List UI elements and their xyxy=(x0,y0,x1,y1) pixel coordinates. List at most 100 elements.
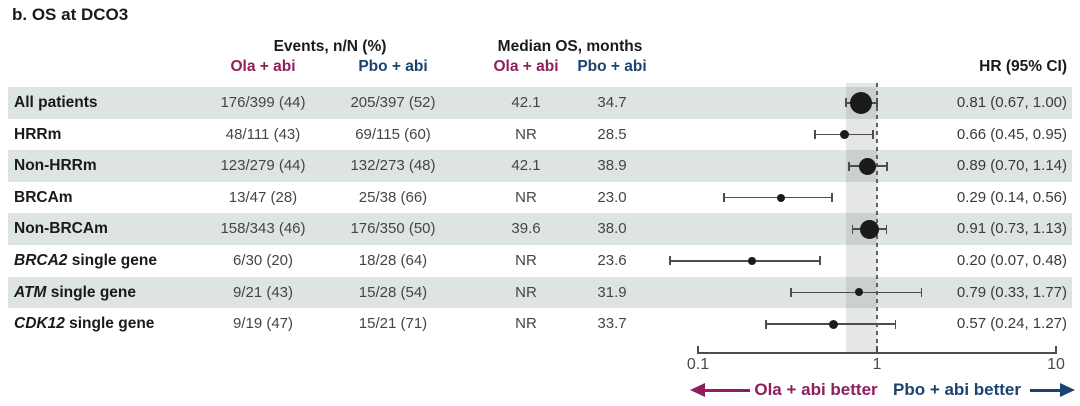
events-pbo-value: 176/350 (50) xyxy=(350,220,436,238)
table-row: BRCA2 single gene 6/30 (20) 18/28 (64) NR 23… xyxy=(8,245,1072,277)
ci-cap-low xyxy=(723,193,725,203)
gene-symbol: ATM xyxy=(14,283,47,301)
axis-tick-mark xyxy=(697,345,699,354)
table-row: BRCAm 13/47 (28) 25/38 (66) NR 23.0 0.29 (0.1… xyxy=(8,182,1072,214)
right-arrow-icon xyxy=(1060,383,1075,397)
axis-tick-mark xyxy=(1055,345,1057,354)
hr-ci-value: 0.57 (0.24, 1.27) xyxy=(956,315,1067,333)
median-ola-value: 42.1 xyxy=(511,94,541,111)
median-ola-value: 42.1 xyxy=(511,157,541,175)
table-row: Non-BRCAm 158/343 (46) 176/350 (50) 39.6 38.… xyxy=(8,213,1072,245)
row-label: HRRm xyxy=(14,125,62,143)
hr-point-marker xyxy=(860,219,880,239)
ci-cap-low xyxy=(845,98,847,108)
events-ola-value: 6/30 (20) xyxy=(232,252,294,269)
table-row: Non-HRRm 123/279 (44) 132/273 (48) 42.1 38.9… xyxy=(8,150,1072,182)
hr-point-marker xyxy=(859,157,877,175)
col-header-median-pbo: Pbo + abi xyxy=(577,58,647,75)
events-ola-value: 123/279 (44) xyxy=(220,157,306,175)
hr-ci-value: 0.29 (0.14, 0.56) xyxy=(956,188,1067,206)
ci-whisker xyxy=(670,260,820,262)
ci-cap-high xyxy=(885,224,888,234)
gene-symbol: BRCA2 xyxy=(14,252,68,269)
events-ola-value: 9/21 (43) xyxy=(232,283,294,301)
col-group-header-median: Median OS, months xyxy=(497,38,643,55)
table-row: HRRm 48/111 (43) 69/115 (60) NR 28.5 0.66 (0.… xyxy=(8,119,1072,151)
ci-cap-high xyxy=(876,98,878,108)
row-label: Non-HRRm xyxy=(14,157,97,175)
events-ola-value: 158/343 (46) xyxy=(220,220,306,238)
hr-ci-value: 0.79 (0.33, 1.77) xyxy=(956,283,1067,301)
median-pbo-value: 34.7 xyxy=(597,94,627,111)
hr-ci-value: 0.66 (0.45, 0.95) xyxy=(956,125,1067,143)
axis-tick-label: 10 xyxy=(1047,356,1065,373)
axis-tick-label: 0.1 xyxy=(686,356,710,373)
col-header-events-ola: Ola + abi xyxy=(230,58,296,75)
ci-cap-high xyxy=(894,319,897,329)
hr-shaded-band xyxy=(845,83,877,352)
median-ola-value: NR xyxy=(515,315,537,333)
col-group-header-events: Events, n/N (%) xyxy=(273,38,387,55)
events-pbo-value: 132/273 (48) xyxy=(350,157,436,175)
events-pbo-value: 15/21 (71) xyxy=(358,315,428,333)
table-row: CDK12 single gene 9/19 (47) 15/21 (71) NR 33… xyxy=(8,308,1072,340)
median-ola-value: NR xyxy=(515,252,537,269)
ci-cap-high xyxy=(886,161,888,171)
median-ola-value: NR xyxy=(515,188,537,206)
hr-ci-value: 0.89 (0.70, 1.14) xyxy=(956,157,1067,175)
hr-point-marker xyxy=(828,319,838,329)
hr-ci-value: 0.91 (0.73, 1.13) xyxy=(956,220,1067,238)
hr-point-marker xyxy=(747,256,756,265)
events-ola-value: 48/111 (43) xyxy=(225,125,301,143)
legend-ola-better: Ola + abi better xyxy=(754,380,878,399)
median-pbo-value: 28.5 xyxy=(597,125,627,143)
hr-point-marker xyxy=(849,91,872,114)
hr-point-marker xyxy=(776,193,785,202)
row-label: Non-BRCAm xyxy=(14,220,108,238)
median-pbo-value: 31.9 xyxy=(597,283,627,301)
events-pbo-value: 18/28 (64) xyxy=(358,252,428,269)
median-pbo-value: 23.0 xyxy=(597,188,627,206)
events-ola-value: 176/399 (44) xyxy=(220,94,306,111)
events-pbo-value: 205/397 (52) xyxy=(350,94,436,111)
hr-ci-value: 0.81 (0.67, 1.00) xyxy=(956,94,1067,111)
ci-cap-low xyxy=(851,224,854,234)
left-arrow-line xyxy=(704,389,750,392)
median-ola-value: NR xyxy=(515,283,537,301)
row-label: All patients xyxy=(14,94,98,111)
ci-cap-low xyxy=(765,319,767,329)
right-arrow-line xyxy=(1030,389,1060,392)
axis-tick-mark xyxy=(876,345,878,354)
ci-cap-high xyxy=(831,193,833,203)
events-pbo-value: 69/115 (60) xyxy=(355,125,431,143)
ci-cap-low xyxy=(848,161,851,171)
ci-cap-low xyxy=(669,256,672,266)
hr-point-marker xyxy=(854,288,863,297)
col-header-events-pbo: Pbo + abi xyxy=(358,58,428,75)
col-header-median-ola: Ola + abi xyxy=(493,58,559,75)
row-label: BRCAm xyxy=(14,188,73,206)
ci-cap-high xyxy=(872,129,874,139)
events-pbo-value: 25/38 (66) xyxy=(358,188,428,206)
row-label: BRCA2 single gene xyxy=(14,252,157,269)
col-header-hr: HR (95% CI) xyxy=(979,58,1067,75)
hr-ci-value: 0.20 (0.07, 0.48) xyxy=(956,252,1067,269)
hr-point-marker xyxy=(840,129,850,139)
median-pbo-value: 23.6 xyxy=(597,252,627,269)
axis-tick-label: 1 xyxy=(872,356,882,373)
ci-cap-low xyxy=(814,129,816,139)
median-ola-value: 39.6 xyxy=(511,220,541,238)
events-ola-value: 9/19 (47) xyxy=(232,315,294,333)
legend-pbo-better: Pbo + abi better xyxy=(893,380,1021,399)
median-pbo-value: 33.7 xyxy=(597,315,627,333)
ci-cap-high xyxy=(920,287,923,297)
table-row: All patients 176/399 (44) 205/397 (52) 42.1… xyxy=(8,87,1072,119)
gene-symbol: CDK12 xyxy=(14,315,65,333)
row-label: ATM single gene xyxy=(14,283,137,301)
row-label: CDK12 single gene xyxy=(14,315,155,333)
median-pbo-value: 38.0 xyxy=(597,220,627,238)
left-arrow-icon xyxy=(690,383,705,397)
median-pbo-value: 38.9 xyxy=(597,157,627,175)
events-pbo-value: 15/28 (54) xyxy=(358,283,428,301)
